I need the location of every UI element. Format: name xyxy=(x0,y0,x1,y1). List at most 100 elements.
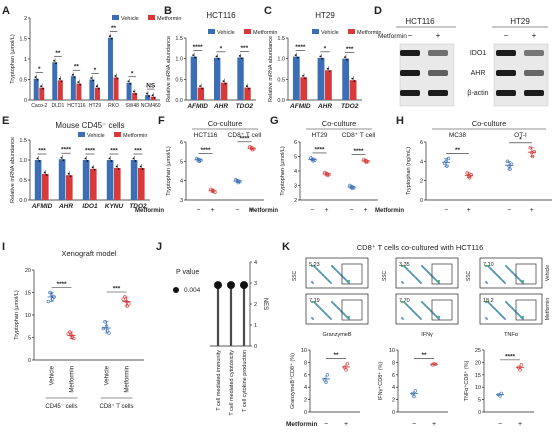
panel-j-y-tick-label: 3 xyxy=(254,281,257,287)
panel-b-y-tick-label: 1.0 xyxy=(175,57,183,63)
blot-protein-label: β-actin xyxy=(467,90,488,97)
panel-f-y-tick-label: 5 xyxy=(180,159,183,165)
panel-i-group-label: CD8⁺ T cells xyxy=(100,403,134,410)
panel-g-point xyxy=(309,156,313,160)
panel-k-flow-x-label: TNFα xyxy=(504,332,519,338)
panel-k-flow-plot xyxy=(479,257,543,289)
panel-e-dot xyxy=(141,168,144,170)
panel-i-x-tick-label: Vehicle xyxy=(50,365,56,385)
panel-k-flow-gate xyxy=(515,263,537,285)
panel-e-dot xyxy=(38,160,41,162)
panel-b-sig-label: **** xyxy=(193,44,204,51)
panel-e-dot xyxy=(67,172,70,175)
panel-i-point xyxy=(127,302,131,306)
panel-a-dot xyxy=(135,93,137,95)
panel-h-point xyxy=(530,154,535,159)
panel-j-y-label: NES xyxy=(262,298,268,310)
panel-k-flow-event xyxy=(484,300,488,304)
panel-a-dot xyxy=(40,85,42,88)
panel-g-point xyxy=(323,170,327,175)
panel-e-dot xyxy=(43,171,46,174)
panel-k-flow-event xyxy=(312,300,316,304)
panel-b-legend-metformin: Metformin xyxy=(253,30,277,36)
panel-k-flow-gate xyxy=(341,299,363,321)
panel-i-title: Xenograft model xyxy=(61,249,116,258)
panel-i-point xyxy=(107,331,111,335)
panel-c-sig-label: **** xyxy=(295,44,306,51)
panel-j-legend-title: P value xyxy=(176,269,199,276)
panel-a-bar xyxy=(76,83,82,100)
panel-e-sig-label: *** xyxy=(110,148,118,155)
panel-k-plot-y-tick-label: 0 xyxy=(304,410,307,416)
blot-lane-sign: − xyxy=(504,31,509,40)
panel-a-dot xyxy=(79,83,82,86)
panel-k-plot-point xyxy=(518,368,522,372)
panel-k-flow-event xyxy=(347,315,351,319)
panel-a-x-tick-label: RKO xyxy=(108,103,119,109)
blot-band xyxy=(400,90,420,96)
panel-k-treatment-sign: − xyxy=(324,421,328,428)
panel-k-plot-point xyxy=(433,362,438,366)
panel-g-treatment-sign: − xyxy=(310,207,314,214)
blot-band xyxy=(496,50,516,56)
panel-letter-k: K xyxy=(282,241,290,253)
panel-e-dot xyxy=(86,160,89,162)
panel-c-x-tick-label: AHR xyxy=(317,103,332,110)
panel-c-dot xyxy=(344,56,346,59)
panel-b-dot xyxy=(217,57,220,60)
panel-e-bar xyxy=(82,160,90,200)
panel-h-point xyxy=(442,161,447,165)
panel-e-dot xyxy=(117,168,120,170)
panel-k-treatment-sign: + xyxy=(518,421,522,428)
panel-a-dot xyxy=(92,79,95,82)
panel-letter-e: E xyxy=(2,115,9,127)
panel-i-point xyxy=(123,295,127,299)
panel-k-title: CD8⁺ T cells co-cultured with HCT116 xyxy=(357,243,484,252)
panel-k-flow-event xyxy=(330,300,334,304)
panel-k-plot-y-label: GranzymeB⁺CD8⁺ (%) xyxy=(289,353,296,409)
panel-k-plot-y-tick-label: 25 xyxy=(475,348,481,354)
panel-c-bar xyxy=(292,56,300,100)
panel-f-point xyxy=(248,145,252,149)
panel-e-bar xyxy=(114,168,121,200)
panel-a-sig-label: * xyxy=(131,70,134,77)
panel-c-y-tick-label: 1.0 xyxy=(277,57,285,63)
blot-band xyxy=(428,50,448,56)
panel-k-flow-event xyxy=(347,279,351,283)
panel-k-flow-event xyxy=(330,264,334,268)
panel-g-point xyxy=(325,173,330,178)
panel-a-y-label: Tryptophan (µmol/L) xyxy=(10,34,16,84)
panel-f-point xyxy=(199,158,203,163)
panel-letter-h: H xyxy=(396,115,404,127)
panel-k-flow-event xyxy=(504,300,508,304)
panel-e-y-tick-label: 0.5 xyxy=(19,178,27,184)
blot-protein-label: AHR xyxy=(471,70,486,77)
blot-band xyxy=(400,50,420,56)
panel-a-dot xyxy=(90,77,93,79)
panel-e-dot xyxy=(91,166,94,169)
panel-a-dot xyxy=(129,82,132,85)
panel-c-dot xyxy=(351,77,354,80)
panel-c-x-tick-label: TDO2 xyxy=(341,103,359,110)
panel-k-flow-gate xyxy=(431,263,453,285)
panel-k-plot-y-tick-label: 10 xyxy=(389,348,395,354)
panel-k-plot-point xyxy=(322,378,327,382)
panel-h-point xyxy=(528,146,532,150)
panel-i-point xyxy=(125,304,129,308)
panel-g-y-tick-label: 4 xyxy=(294,169,297,175)
panel-h-y-label: Tryptophan (ng/mL) xyxy=(406,147,412,195)
panel-e-dot xyxy=(93,168,96,171)
panel-k-flow-percent: 18.2 xyxy=(483,298,494,304)
panel-c-y-label: Relative mRNA abundance xyxy=(268,36,274,102)
blot-band xyxy=(524,70,544,76)
panel-e-sig-label: *** xyxy=(134,148,142,155)
panel-e-title: Mouse CD45⁻ cells xyxy=(55,121,124,130)
panel-j-y-tick-label: 1 xyxy=(254,323,257,329)
panel-k-flow-percent: 7.19 xyxy=(309,298,320,304)
panel-k-plot-point xyxy=(325,373,330,377)
panel-i-x-tick-label: Metformin xyxy=(69,366,75,393)
panel-h-point xyxy=(532,149,536,154)
panel-k-flow-event xyxy=(310,280,314,284)
panel-b-x-tick-label: AFMID xyxy=(186,103,208,110)
panel-h-y-tick-label: 0 xyxy=(420,198,423,204)
